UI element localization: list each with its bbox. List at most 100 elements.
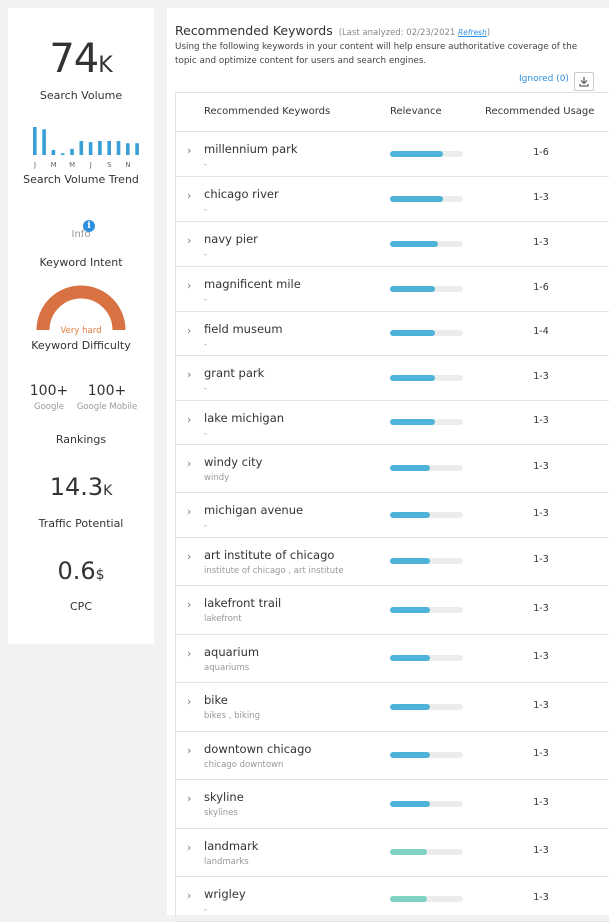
relevance-bar-fill	[390, 419, 435, 425]
relevance-bar-fill	[390, 151, 443, 157]
table-header: Recommended Keywords Relevance Recommend…	[176, 93, 609, 132]
chevron-right-icon[interactable]: ›	[187, 505, 192, 518]
keyword-variants: landmarks	[204, 857, 249, 867]
traffic-potential-value: 14.3K	[8, 473, 154, 501]
keyword-variants: -	[204, 160, 208, 170]
relevance-bar-fill	[390, 465, 431, 471]
table-row[interactable]: › field museum - 1-4	[176, 312, 609, 356]
last-analyzed-date: (Last analyzed: 02/23/2021	[338, 28, 456, 38]
chevron-right-icon[interactable]: ›	[187, 234, 192, 247]
trend-bar	[116, 141, 121, 155]
chevron-right-icon[interactable]: ›	[187, 413, 192, 426]
keyword-variants: -	[204, 521, 208, 531]
panel-header: Recommended Keywords (Last analyzed: 02/2…	[175, 20, 605, 39]
recommended-usage: 1-3	[533, 554, 549, 565]
column-header-relevance[interactable]: Relevance	[390, 106, 442, 117]
relevance-bar-fill	[390, 512, 431, 518]
relevance-bar	[390, 465, 463, 471]
table-row[interactable]: › michigan avenue - 1-3	[176, 493, 609, 538]
trend-bar	[51, 149, 56, 155]
chevron-right-icon[interactable]: ›	[187, 368, 192, 381]
keyword-text: michigan avenue	[204, 503, 304, 517]
trend-month-label: N	[125, 161, 131, 169]
last-analyzed-close: )	[486, 28, 491, 38]
rankings-label: Rankings	[55, 433, 107, 446]
relevance-bar	[390, 375, 463, 381]
chevron-right-icon[interactable]: ›	[187, 324, 192, 337]
info-label: Info	[71, 229, 91, 240]
recommended-usage: 1-3	[533, 892, 549, 903]
chevron-right-icon[interactable]: ›	[187, 744, 192, 757]
google-mobile-ranking-label: Google Mobile	[76, 402, 138, 412]
keyword-variants: -	[204, 340, 208, 350]
refresh-link[interactable]: Refresh	[458, 28, 487, 37]
trend-month-label: S	[107, 161, 112, 169]
info-icon[interactable]: i	[83, 220, 95, 232]
recommended-usage: 1-3	[533, 603, 549, 614]
keyword-difficulty-value: Very hard	[60, 326, 102, 336]
cpc-number: 0.6	[57, 557, 96, 585]
relevance-bar	[390, 704, 463, 710]
table-row[interactable]: › millennium park - 1-6	[176, 132, 609, 177]
recommended-usage: 1-4	[533, 326, 549, 337]
chevron-right-icon[interactable]: ›	[187, 279, 192, 292]
keyword-text: windy city	[204, 455, 263, 469]
table-row[interactable]: › bike bikes , biking 1-3	[176, 683, 609, 732]
table-row[interactable]: › wrigley - 1-3	[176, 877, 609, 922]
relevance-bar-fill	[390, 241, 439, 247]
chevron-right-icon[interactable]: ›	[187, 598, 192, 611]
table-row[interactable]: › navy pier - 1-3	[176, 222, 609, 267]
table-row[interactable]: › chicago river - 1-3	[176, 177, 609, 222]
chevron-right-icon[interactable]: ›	[187, 889, 192, 902]
table-row[interactable]: › art institute of chicago institute of ch…	[176, 538, 609, 586]
table-row[interactable]: › magnificent mile - 1-6	[176, 267, 609, 312]
traffic-potential-unit: K	[103, 483, 113, 499]
table-row[interactable]: › skyline skylines 1-3	[176, 780, 609, 829]
search-volume-trend-chart	[33, 127, 139, 155]
keyword-text: bike	[204, 693, 228, 707]
table-row[interactable]: › lake michigan - 1-3	[176, 401, 609, 445]
relevance-bar	[390, 419, 463, 425]
table-row[interactable]: › downtown chicago chicago downtown 1-3	[176, 732, 609, 780]
table-row[interactable]: › lakefront trail lakefront 1-3	[176, 586, 609, 635]
chevron-right-icon[interactable]: ›	[187, 144, 192, 157]
relevance-bar-fill	[390, 558, 431, 564]
keyword-variants: aquariums	[204, 663, 250, 673]
relevance-bar	[390, 330, 463, 336]
relevance-bar	[390, 151, 463, 157]
traffic-potential-label: Traffic Potential	[38, 517, 124, 530]
chevron-right-icon[interactable]: ›	[187, 792, 192, 805]
column-header-keywords[interactable]: Recommended Keywords	[204, 106, 331, 117]
column-header-usage[interactable]: Recommended Usage	[485, 106, 595, 117]
cpc-label: CPC	[70, 600, 92, 613]
table-row[interactable]: › grant park - 1-3	[176, 356, 609, 401]
search-volume-trend-label: Search Volume Trend	[23, 173, 139, 186]
trend-month-label: J	[33, 161, 37, 169]
keyword-variants: lakefront	[204, 614, 242, 624]
table-row[interactable]: › windy city windy 1-3	[176, 445, 609, 493]
table-row[interactable]: › landmark landmarks 1-3	[176, 829, 609, 877]
trend-bar	[42, 129, 46, 155]
keyword-variants: chicago downtown	[204, 760, 284, 770]
chevron-right-icon[interactable]: ›	[187, 457, 192, 470]
download-button[interactable]	[574, 72, 594, 91]
chevron-right-icon[interactable]: ›	[187, 841, 192, 854]
trend-month-label: M	[50, 161, 57, 169]
relevance-bar-fill	[390, 330, 435, 336]
ignored-link[interactable]: Ignored (0)	[519, 74, 569, 84]
chevron-right-icon[interactable]: ›	[187, 647, 192, 660]
trend-bar	[98, 141, 102, 155]
keyword-text: downtown chicago	[204, 742, 312, 756]
keyword-text: navy pier	[204, 232, 258, 246]
download-icon	[579, 77, 589, 87]
relevance-bar-fill	[390, 286, 435, 292]
relevance-bar	[390, 512, 463, 518]
keyword-text: lake michigan	[204, 411, 285, 425]
table-row[interactable]: › aquarium aquariums 1-3	[176, 635, 609, 683]
chevron-right-icon[interactable]: ›	[187, 189, 192, 202]
relevance-bar-fill	[390, 655, 431, 661]
chevron-right-icon[interactable]: ›	[187, 550, 192, 563]
relevance-bar-fill	[390, 752, 431, 758]
chevron-right-icon[interactable]: ›	[187, 695, 192, 708]
